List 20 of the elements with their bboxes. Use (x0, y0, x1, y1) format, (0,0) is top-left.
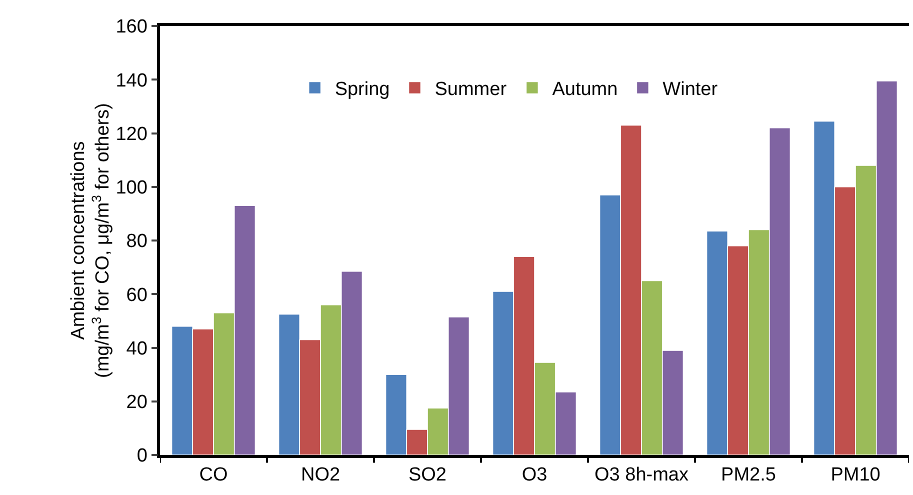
y-tick-label: 140 (116, 70, 148, 92)
y-tick-label: 100 (116, 178, 148, 199)
legend-label: Autumn (552, 79, 618, 100)
y-tick-label: 120 (116, 124, 148, 145)
x-tick-label: SO2 (408, 464, 447, 486)
x-tick-label: NO2 (300, 464, 340, 486)
y-tick-label: 160 (116, 16, 148, 38)
y-tick-label: 60 (126, 284, 148, 306)
y-tick-label: 80 (126, 231, 148, 252)
legend-label: Spring (334, 79, 390, 100)
legend-label: Winter (662, 79, 718, 100)
x-tick-label: O3 8h-max (594, 464, 689, 486)
y-tick-label: 0 (136, 446, 148, 467)
x-tick-label: PM10 (830, 464, 880, 486)
x-tick-label: CO (199, 464, 228, 486)
x-tick-label: O3 (522, 464, 548, 486)
y-tick-label: 20 (126, 392, 148, 414)
x-tick-label: PM2.5 (721, 464, 776, 486)
legend-label: Summer (434, 79, 508, 100)
y-tick-label: 40 (126, 338, 148, 360)
